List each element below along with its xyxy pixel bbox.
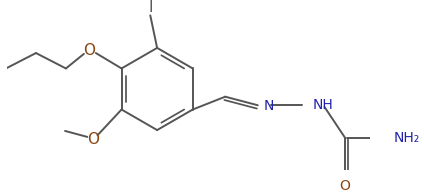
Text: I: I xyxy=(148,0,153,15)
Text: O: O xyxy=(87,132,99,147)
Text: O: O xyxy=(83,43,95,58)
Text: O: O xyxy=(340,179,351,192)
Text: NH₂: NH₂ xyxy=(394,131,420,145)
Text: NH: NH xyxy=(312,98,333,112)
Text: N: N xyxy=(264,99,274,113)
